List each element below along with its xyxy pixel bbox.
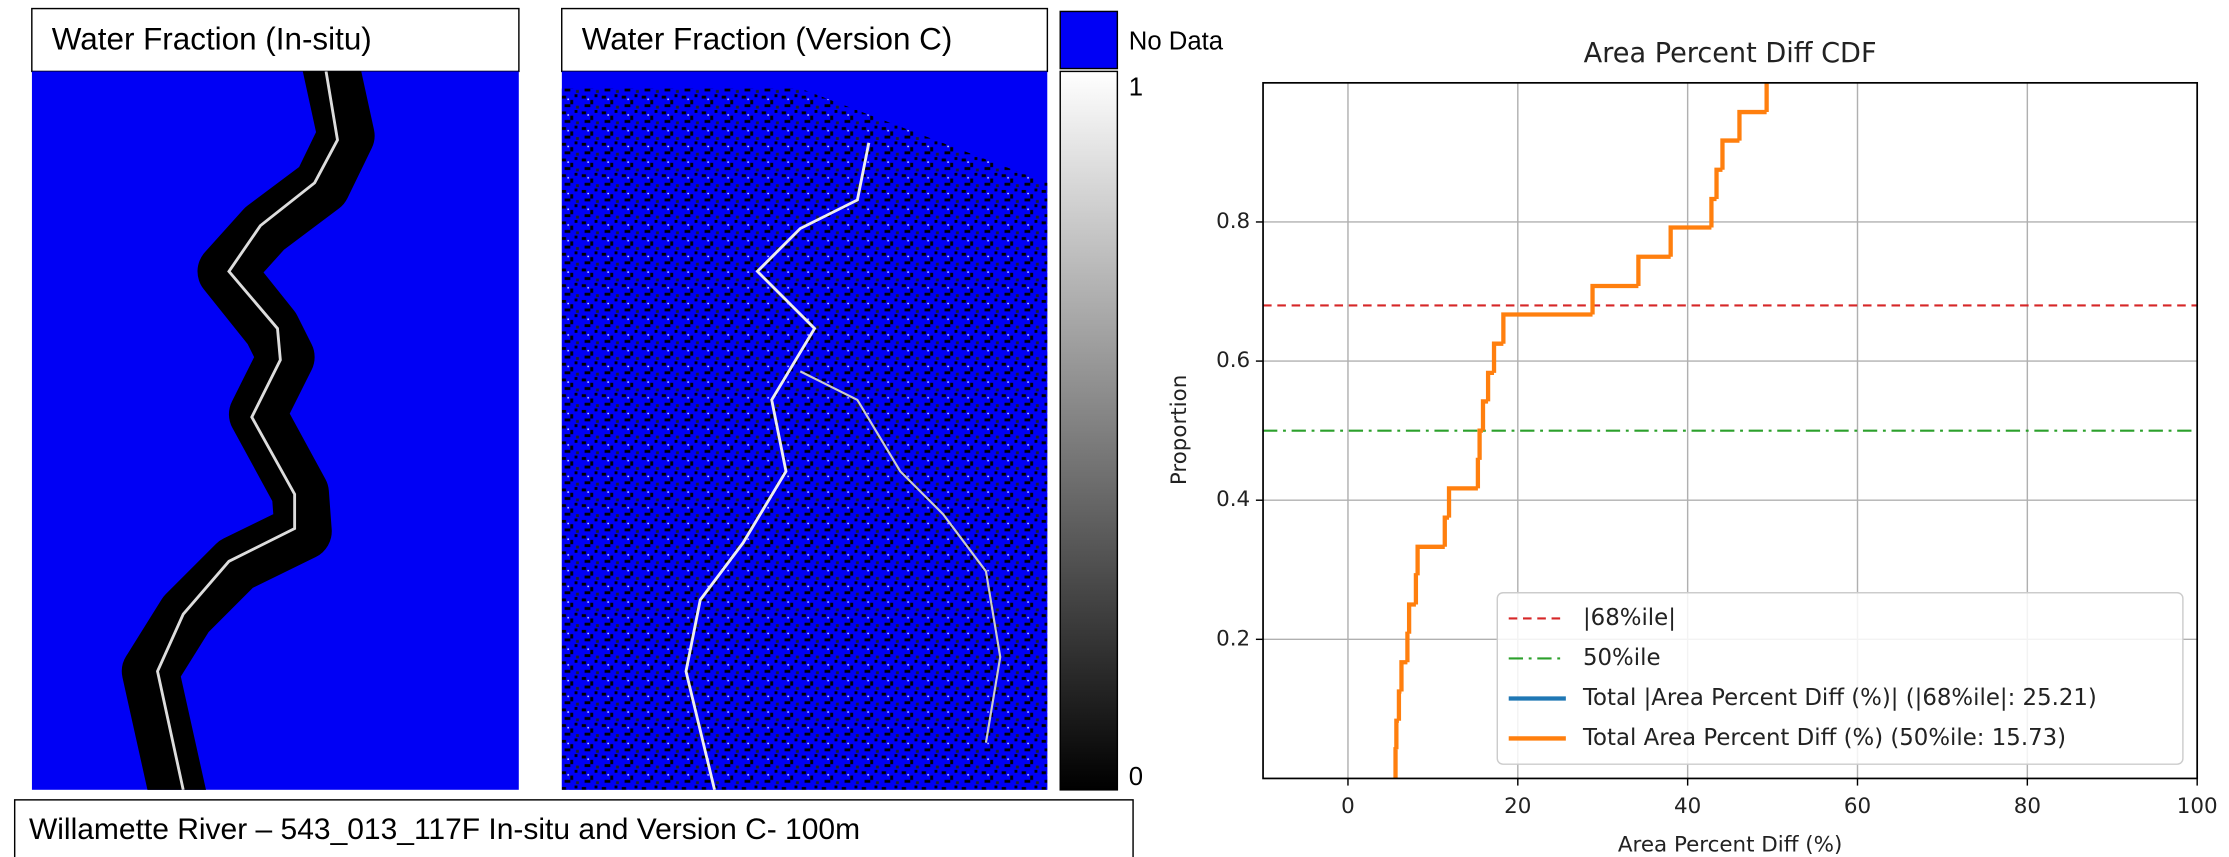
map-version-c <box>561 71 1048 790</box>
panel-title: Water Fraction (In-situ) <box>52 22 372 57</box>
y-tick-label: 0.6 <box>1216 348 1250 373</box>
x-tick-label: 40 <box>1674 794 1701 819</box>
x-tick-label: 60 <box>1844 794 1871 819</box>
cdf-step <box>1446 486 1478 518</box>
caption-box <box>13 799 1134 857</box>
cdf-step <box>1415 544 1445 576</box>
legend-label: Total Area Percent Diff (%) (50%ile: 15.… <box>1582 725 2066 751</box>
y-tick-label: 0.2 <box>1216 626 1250 651</box>
caption: Willamette River – 543_013_117F In-situ … <box>29 813 860 846</box>
colorbar-tick-label: 0 <box>1129 763 1143 791</box>
cdf-step <box>1501 312 1593 344</box>
axes-frame <box>1262 81 2199 780</box>
cdf-step <box>1394 718 1399 750</box>
cdf-step <box>1590 283 1639 315</box>
legend-label: |68%ile| <box>1583 605 1676 631</box>
cdf-step <box>1491 341 1504 373</box>
no-data-label: No Data <box>1129 28 1224 56</box>
cdf-step <box>1393 747 1398 779</box>
cdf-step <box>1477 428 1483 460</box>
cdf-step <box>1442 515 1450 547</box>
panel-title-box <box>561 7 1049 73</box>
cdf-step <box>1399 660 1408 692</box>
x-tick-label: 20 <box>1504 794 1531 819</box>
cdf-step <box>1475 457 1481 489</box>
legend-label: Total |Area Percent Diff (%)| (|68%ile|:… <box>1582 685 2097 711</box>
cdf-step <box>1737 109 1767 141</box>
cdf-step <box>1396 689 1402 721</box>
y-axis-label: Proportion <box>1167 375 1192 485</box>
x-axis-label: Area Percent Diff (%) <box>1618 833 1842 857</box>
map-in-situ <box>31 71 519 790</box>
x-tick-label: 80 <box>2014 794 2041 819</box>
chart-title: Area Percent Diff CDF <box>1584 38 1877 69</box>
no-data-swatch <box>1059 10 1119 70</box>
legend-label: 50%ile <box>1583 645 1661 671</box>
legend: |68%ile| 50%ile Total |Area Percent Diff (… <box>1496 592 2184 765</box>
x-tick-label: 0 <box>1341 794 1355 819</box>
panel-title: Water Fraction (Version C) <box>582 22 953 57</box>
cdf-step <box>1406 602 1416 634</box>
cdf-step <box>1485 370 1495 402</box>
cdf-step <box>1714 167 1723 200</box>
cdf-step <box>1413 573 1419 605</box>
cdf-step <box>1709 196 1717 228</box>
cdf-step <box>1636 254 1671 286</box>
cdf-step <box>1405 631 1410 663</box>
cdf-step <box>1668 225 1712 257</box>
x-tick-label: 100 <box>2177 794 2218 819</box>
plot-area <box>1263 82 2198 779</box>
colorbar <box>1059 70 1119 791</box>
y-tick-label: 0.4 <box>1216 487 1250 512</box>
y-tick-label: 0.8 <box>1216 209 1250 234</box>
cdf-step <box>1480 399 1489 431</box>
colorbar-tick-label: 1 <box>1129 73 1143 101</box>
legend-box <box>1496 592 2184 765</box>
panel-title-box <box>31 7 520 73</box>
cdf-step <box>1720 138 1740 170</box>
